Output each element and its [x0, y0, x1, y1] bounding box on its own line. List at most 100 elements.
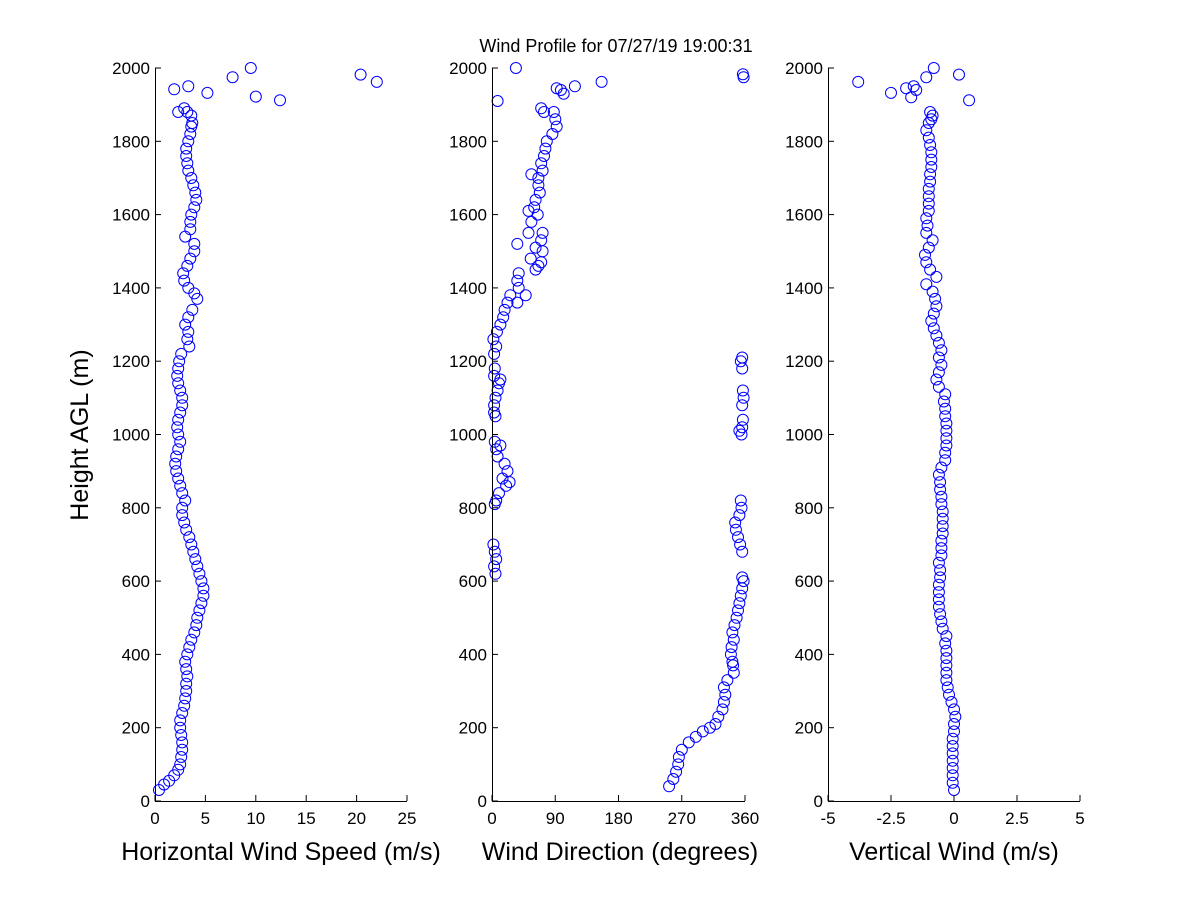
speed-point-52 — [172, 413, 185, 426]
vertical-y-tick-label-10: 2000 — [785, 59, 823, 78]
direction-point-116 — [549, 113, 562, 126]
direction-point-104 — [529, 193, 542, 206]
speed-y-tick-label-6: 1200 — [112, 352, 150, 371]
speed-point-82 — [190, 193, 203, 206]
speed-point-34 — [187, 545, 200, 558]
speed-point-22 — [185, 633, 198, 646]
direction-point-67 — [489, 391, 502, 404]
vertical-point-104 — [900, 82, 913, 95]
direction-point-37 — [736, 545, 749, 558]
direction-point-61 — [736, 399, 749, 412]
speed-point-14 — [179, 692, 192, 705]
direction-point-87 — [512, 281, 525, 294]
vertical-point-94 — [924, 106, 937, 118]
vertical-point-77 — [921, 219, 934, 232]
vertical-y-tick-label-6: 1200 — [785, 352, 823, 371]
vertical-point-59 — [932, 351, 945, 364]
direction-point-28 — [734, 589, 747, 602]
direction-point-115 — [550, 120, 563, 133]
speed-point-85 — [185, 172, 198, 184]
speed-point-68 — [191, 292, 204, 305]
direction-y-tick-label-6: 1200 — [449, 352, 487, 371]
vertical-point-75 — [926, 234, 939, 247]
vertical-point-97 — [907, 80, 920, 93]
speed-point-19 — [179, 655, 192, 668]
direction-point-107 — [532, 172, 545, 184]
direction-y-tick-label-3: 600 — [459, 572, 487, 591]
direction-point-119 — [538, 106, 550, 118]
direction-y-tick-label-4: 800 — [459, 499, 487, 518]
vertical-point-63 — [927, 322, 940, 335]
vertical-y-tick-label-7: 1400 — [785, 279, 823, 298]
vertical-point-13 — [943, 688, 955, 701]
vertical-point-27 — [932, 586, 945, 599]
direction-point-125 — [509, 62, 522, 74]
speed-point-90 — [182, 135, 195, 148]
speed-x-tick-label-0: 0 — [150, 809, 159, 828]
speed-x-tick-label-4: 20 — [347, 809, 366, 828]
speed-point-13 — [178, 699, 191, 712]
speed-point-59 — [172, 362, 185, 375]
speed-point-89 — [180, 142, 193, 155]
vertical-point-12 — [945, 696, 958, 708]
direction-point-53 — [491, 450, 504, 463]
vertical-point-0 — [948, 784, 960, 796]
speed-point-47 — [170, 450, 183, 463]
vertical-point-26 — [932, 593, 945, 606]
speed-y-tick-label-0: 0 — [141, 792, 150, 811]
speed-point-37 — [180, 523, 193, 536]
speed-point-80 — [185, 208, 198, 221]
speed-point-15 — [180, 685, 193, 697]
speed-point-60 — [173, 355, 186, 368]
direction-point-106 — [532, 179, 545, 192]
vertical-y-tick-label-8: 1600 — [785, 206, 823, 225]
direction-point-13 — [717, 696, 730, 708]
vertical-x-tick-label-0: -5 — [820, 809, 835, 828]
vertical-point-16 — [940, 666, 953, 679]
direction-point-76 — [488, 347, 501, 360]
vertical-point-51 — [939, 410, 952, 423]
speed-points — [153, 62, 383, 796]
vertical-point-39 — [935, 498, 948, 511]
vertical-point-29 — [934, 571, 947, 584]
direction-y-tick-label-0: 0 — [478, 792, 487, 811]
direction-point-78 — [487, 333, 500, 346]
direction-point-22 — [727, 633, 740, 646]
vertical-point-15 — [940, 674, 953, 687]
vertical-point-72 — [920, 256, 933, 269]
direction-point-58 — [733, 424, 746, 437]
vertical-point-19 — [940, 644, 953, 657]
speed-point-96 — [172, 106, 185, 118]
direction-point-77 — [490, 340, 503, 353]
vertical-point-42 — [934, 476, 947, 489]
speed-y-tick-label-4: 800 — [122, 499, 150, 518]
speed-point-66 — [182, 311, 195, 324]
direction-point-85 — [511, 296, 524, 309]
speed-point-83 — [189, 186, 202, 199]
direction-point-15 — [717, 681, 730, 694]
direction-point-100 — [525, 215, 538, 228]
direction-point-3 — [672, 758, 685, 771]
direction-point-68 — [491, 384, 504, 397]
vertical-point-76 — [920, 226, 933, 239]
vertical-point-73 — [919, 248, 931, 261]
direction-point-56 — [488, 435, 501, 448]
direction-point-98 — [511, 237, 524, 250]
speed-x-tick-label-1: 5 — [201, 809, 210, 828]
speed-point-67 — [186, 303, 199, 316]
vertical-point-5 — [946, 747, 959, 760]
speed-point-16 — [180, 677, 193, 690]
speed-point-49 — [174, 435, 187, 448]
vertical-point-20 — [939, 637, 952, 650]
direction-point-121 — [557, 87, 570, 100]
direction-x-tick-label-1: 90 — [546, 809, 565, 828]
direction-point-71 — [488, 369, 501, 382]
direction-point-70 — [494, 373, 507, 386]
speed-point-10 — [174, 721, 187, 734]
vertical-panel: -5 -2.5 0 2.5 5 0 200 400 600 800 1000 1200 1400 1600… — [785, 59, 1085, 866]
direction-point-5 — [675, 743, 688, 756]
vertical-point-30 — [934, 564, 947, 577]
direction-point-83 — [501, 296, 514, 309]
speed-x-tick-label-5: 25 — [398, 809, 417, 828]
speed-point-88 — [180, 150, 193, 162]
